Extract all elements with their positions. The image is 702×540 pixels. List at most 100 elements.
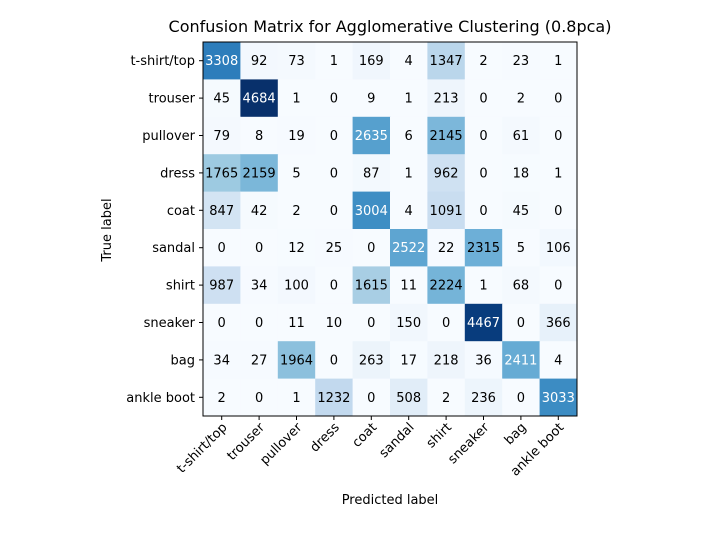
heatmap-cell: [539, 191, 578, 230]
cell-value-label: 1: [330, 54, 338, 69]
heatmap-cell: [203, 42, 241, 80]
heatmap-cell: [277, 191, 316, 230]
heatmap-cell: [464, 266, 503, 305]
cell-value-label: 218: [434, 353, 459, 368]
cell-value-label: 27: [251, 353, 268, 368]
cell-value-label: 19: [288, 129, 305, 144]
cell-value-label: 4: [554, 353, 562, 368]
heatmap-cell: [390, 191, 428, 230]
heatmap-cell: [315, 154, 354, 193]
y-tick-label: trouser: [149, 92, 196, 107]
x-tick-label: coat: [350, 420, 381, 451]
heatmap-cell: [277, 42, 316, 80]
y-tick-label: pullover: [142, 129, 195, 144]
cell-value-label: 25: [326, 241, 343, 256]
y-tick-label: t-shirt/top: [130, 54, 195, 69]
cell-value-label: 1765: [205, 166, 238, 181]
cell-value-label: 0: [517, 391, 525, 406]
heatmap-cell: [464, 229, 503, 267]
y-tick-label: shirt: [166, 279, 195, 294]
cell-value-label: 2522: [392, 241, 425, 256]
heatmap-cell: [240, 79, 279, 118]
cell-value-label: 4: [405, 54, 413, 69]
heatmap-cell: [502, 79, 541, 118]
cell-value-label: 92: [251, 54, 268, 69]
cell-value-label: 2: [442, 391, 450, 406]
cell-value-label: 169: [359, 54, 384, 69]
x-axis-label: Predicted label: [342, 493, 439, 508]
heatmap-cell: [539, 116, 578, 155]
heatmap-cell: [539, 42, 578, 80]
cell-value-label: 2315: [467, 241, 500, 256]
cell-value-label: 213: [434, 92, 459, 107]
cell-value-label: 0: [554, 279, 562, 294]
cell-value-label: 0: [330, 92, 338, 107]
cell-value-label: 236: [471, 391, 496, 406]
heatmap-cell: [502, 266, 541, 305]
heatmap-cell: [240, 303, 279, 342]
heatmap-cell: [203, 378, 241, 417]
cell-value-label: 5: [292, 166, 300, 181]
heatmap-cell: [315, 116, 354, 155]
cell-value-label: 34: [213, 353, 230, 368]
heatmap-cell: [277, 229, 316, 267]
cell-value-label: 1: [554, 166, 562, 181]
heatmap-cell: [352, 303, 391, 342]
heatmap-cell: [464, 116, 503, 155]
heatmap-cell: [315, 341, 354, 380]
heatmap-cell: [352, 79, 391, 118]
y-tick-label: ankle boot: [126, 391, 195, 406]
x-tick-label: sandal: [377, 420, 418, 461]
y-axis-ticks: t-shirt/top trouser pullover dress coat sanda…: [126, 54, 203, 406]
heatmap-cell: [464, 154, 503, 193]
heatmap-cell: [427, 42, 466, 80]
heatmap-cell: [390, 229, 428, 267]
cell-value-label: 34: [251, 279, 268, 294]
heatmap-cell: [352, 116, 391, 155]
cell-value-label: 0: [330, 204, 338, 219]
cell-value-label: 1091: [430, 204, 463, 219]
heatmap-cell: [352, 266, 391, 305]
cell-value-label: 263: [359, 353, 384, 368]
heatmap-cell: [277, 116, 316, 155]
heatmap-cell: [502, 191, 541, 230]
cell-value-label: 61: [513, 129, 530, 144]
x-tick-label: sneaker: [445, 420, 492, 467]
cell-value-label: 18: [513, 166, 530, 181]
heatmap-cell: [390, 341, 428, 380]
heatmap-cell: [315, 378, 354, 417]
cell-value-label: 150: [396, 316, 421, 331]
heatmap-cell: [277, 378, 316, 417]
heatmap-cell: [502, 378, 541, 417]
heatmap-cell: [315, 42, 354, 80]
cell-value-label: 987: [209, 279, 234, 294]
heatmap-cell: [390, 79, 428, 118]
heatmap-cell: [502, 229, 541, 267]
cell-value-label: 1964: [280, 353, 313, 368]
heatmap-cells: 3308 92 73 1 169 4 1347 2 23 145 4684 1 0 9 1 213 0 2 079 8…: [203, 42, 578, 417]
heatmap-cell: [539, 79, 578, 118]
cell-value-label: 0: [330, 129, 338, 144]
cell-value-label: 79: [213, 129, 230, 144]
cell-value-label: 73: [288, 54, 305, 69]
heatmap-cell: [203, 341, 241, 380]
cell-value-label: 0: [479, 166, 487, 181]
cell-value-label: 42: [251, 204, 268, 219]
cell-value-label: 0: [554, 129, 562, 144]
cell-value-label: 1: [405, 166, 413, 181]
chart-title: Confusion Matrix for Agglomerative Clust…: [169, 17, 612, 36]
heatmap-cell: [427, 266, 466, 305]
heatmap-cell: [240, 116, 279, 155]
heatmap-cell: [203, 191, 241, 230]
heatmap-cell: [277, 79, 316, 118]
heatmap-cell: [427, 154, 466, 193]
heatmap-cell: [352, 191, 391, 230]
y-tick-label: sneaker: [144, 316, 196, 331]
cell-value-label: 1615: [355, 279, 388, 294]
heatmap-cell: [352, 378, 391, 417]
cell-value-label: 8: [255, 129, 263, 144]
heatmap-cell: [464, 42, 503, 80]
cell-value-label: 0: [330, 279, 338, 294]
cell-value-label: 0: [442, 316, 450, 331]
